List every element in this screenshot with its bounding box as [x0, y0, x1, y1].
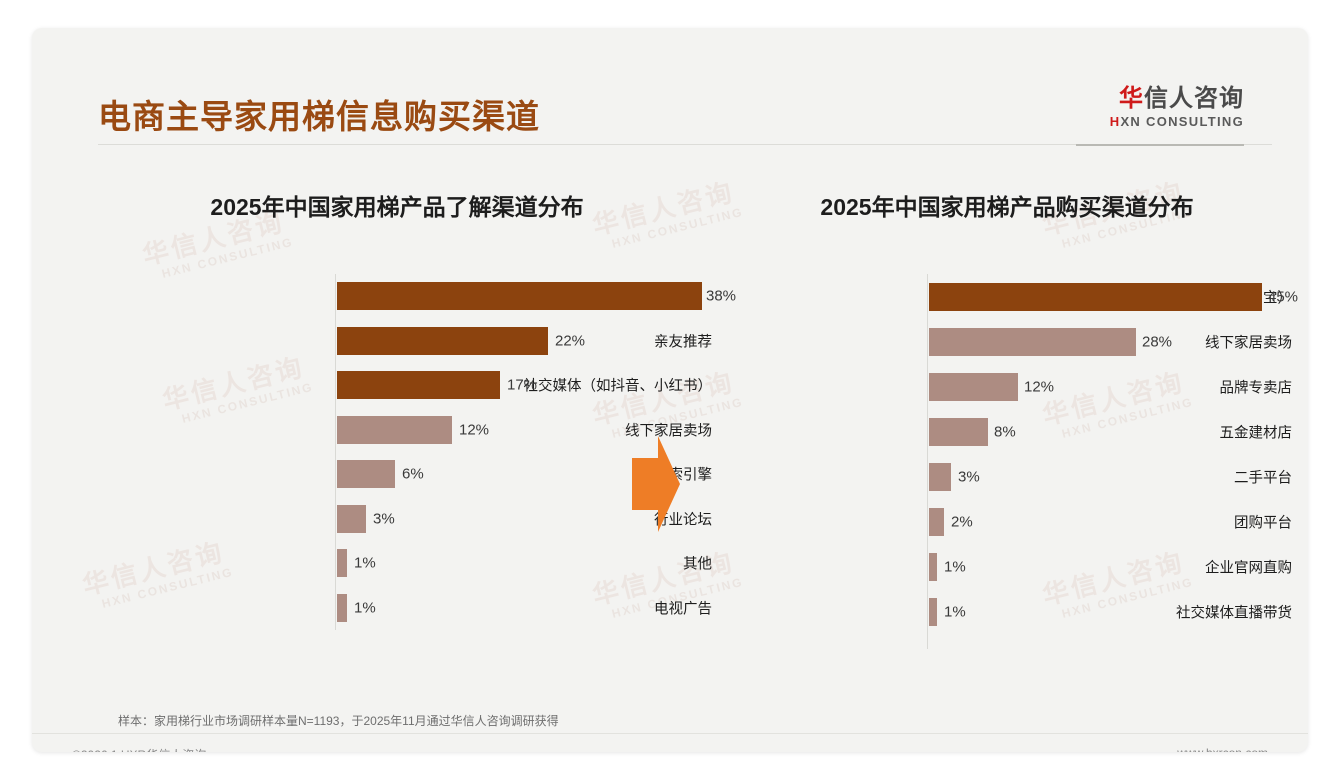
- chart-left-value-3: 12%: [459, 421, 490, 439]
- chart-right-plot: 电商平台（如京东、淘宝） 45% 线下家居卖场 28% 品牌专卖店 12% 五金…: [722, 274, 1298, 649]
- chart-bar-row: 社交媒体（如抖音、小红书） 17%: [82, 363, 712, 408]
- chart-left-category-1: 亲友推荐: [654, 334, 712, 351]
- chart-left-value-5: 3%: [373, 510, 395, 528]
- footer-divider: [32, 733, 1308, 734]
- chart-right-category-3: 五金建材店: [1219, 425, 1293, 441]
- chart-left-bar-0[interactable]: [337, 282, 702, 311]
- chart-right-value-0: 45%: [1268, 288, 1299, 305]
- chart-right-bar-5[interactable]: [929, 507, 944, 536]
- chart-bar-row: 亲友推荐 22%: [82, 319, 712, 364]
- right-arrow-icon: [632, 436, 680, 532]
- footer-copyright: ©2026.1 HXR华信人咨询: [72, 746, 206, 752]
- header-divider: [98, 144, 1272, 145]
- chart-right-value-7: 1%: [944, 603, 966, 620]
- chart-right-category-7: 社交媒体直播带货: [1176, 605, 1292, 621]
- chart-left-bar-6[interactable]: [337, 549, 347, 578]
- chart-left-category-2: 社交媒体（如抖音、小红书）: [523, 378, 713, 395]
- chart-left-bar-2[interactable]: [337, 371, 500, 400]
- chart-left-bar-4[interactable]: [337, 460, 395, 489]
- chart-bar-row: 线下家居卖场 12%: [82, 408, 712, 453]
- company-logo: 华信人咨询 HXN CONSULTING: [1109, 85, 1244, 130]
- chart-right-value-1: 28%: [1142, 333, 1173, 350]
- chart-right-bar-0[interactable]: [929, 282, 1262, 311]
- chart-bar-row: 其他 1%: [82, 541, 712, 586]
- slide-card: 华信人咨询 HXN CONSULTING 华信人咨询 HXN CONSULTIN…: [32, 28, 1308, 752]
- chart-left-title: 2025年中国家用梯产品了解渠道分布: [210, 194, 584, 220]
- chart-bar-row: 社交媒体直播带货 1%: [722, 589, 1292, 634]
- chart-right-category-5: 团购平台: [1234, 515, 1292, 531]
- chart-right-bar-6[interactable]: [929, 552, 937, 581]
- chart-left-value-2: 17%: [507, 376, 538, 394]
- chart-left-value-4: 6%: [402, 465, 424, 483]
- chart-left-category-3: 线下家居卖场: [625, 423, 712, 440]
- chart-right-category-6: 企业官网直购: [1205, 560, 1292, 576]
- chart-left-category-7: 电视广告: [654, 601, 712, 618]
- chart-right-value-3: 8%: [994, 423, 1016, 440]
- chart-right-bar-1[interactable]: [929, 327, 1136, 356]
- chart-right-bar-4[interactable]: [929, 462, 951, 491]
- chart-left-value-7: 1%: [354, 599, 376, 617]
- chart-left-bar-5[interactable]: [337, 504, 366, 533]
- logo-en: HXN CONSULTING: [1109, 113, 1244, 130]
- chart-bar-row: 电视广告 1%: [82, 586, 712, 631]
- chart-left-axis: [335, 274, 336, 630]
- logo-en-accent: H: [1109, 113, 1121, 129]
- chart-right-category-1: 线下家居卖场: [1205, 335, 1292, 351]
- chart-right: 2025年中国家用梯产品购买渠道分布 电商平台（如京东、淘宝） 45% 线下家居…: [722, 156, 1298, 686]
- chart-left-category-5: 行业论坛: [654, 512, 712, 529]
- chart-left-bar-7[interactable]: [337, 593, 347, 622]
- chart-right-value-2: 12%: [1024, 378, 1055, 395]
- chart-right-title: 2025年中国家用梯产品购买渠道分布: [820, 194, 1194, 220]
- logo-cn: 华信人咨询: [1110, 85, 1244, 113]
- chart-right-bar-3[interactable]: [929, 417, 988, 446]
- chart-bar-row: 品牌专卖店 12%: [722, 364, 1292, 409]
- chart-bar-row: 电商平台（如京东、淘宝） 38%: [82, 274, 736, 319]
- chart-right-axis: [927, 274, 928, 649]
- page-title: 电商主导家用梯信息购买渠道: [98, 98, 540, 135]
- chart-bar-row: 线下家居卖场 28%: [722, 319, 1292, 364]
- chart-bar-row: 电商平台（如京东、淘宝） 45%: [722, 274, 1298, 319]
- chart-bar-row: 五金建材店 8%: [722, 409, 1292, 454]
- chart-left-value-6: 1%: [354, 554, 376, 572]
- chart-right-bar-2[interactable]: [929, 372, 1018, 401]
- chart-bar-row: 团购平台 2%: [722, 499, 1292, 544]
- chart-left-value-1: 22%: [555, 332, 586, 350]
- logo-en-rest: XN CONSULTING: [1120, 113, 1244, 129]
- chart-right-value-5: 2%: [951, 513, 973, 530]
- logo-cn-accent: 华: [1119, 85, 1144, 112]
- chart-right-value-6: 1%: [944, 558, 966, 575]
- chart-left: 2025年中国家用梯产品了解渠道分布 电商平台（如京东、淘宝） 38% 亲友推荐…: [82, 156, 736, 686]
- chart-bar-row: 二手平台 3%: [722, 454, 1292, 499]
- footer-website[interactable]: www.hxrcon.com: [1177, 746, 1268, 752]
- chart-left-bar-3[interactable]: [337, 415, 452, 444]
- chart-right-category-2: 品牌专卖店: [1219, 380, 1293, 396]
- chart-left-plot: 电商平台（如京东、淘宝） 38% 亲友推荐 22% 社交媒体（如抖音、小红书） …: [82, 274, 736, 631]
- chart-right-bar-7[interactable]: [929, 597, 937, 626]
- chart-bar-row: 行业论坛 3%: [82, 497, 712, 542]
- chart-left-bar-1[interactable]: [337, 326, 548, 355]
- chart-right-value-4: 3%: [958, 468, 980, 485]
- chart-left-category-6: 其他: [683, 556, 712, 573]
- chart-right-category-4: 二手平台: [1234, 470, 1292, 486]
- chart-bar-row: 搜索引擎 6%: [82, 452, 712, 497]
- chart-left-value-0: 38%: [706, 287, 737, 305]
- source-note: 样本：家用梯行业市场调研样本量N=1193，于2025年11月通过华信人咨询调研…: [118, 714, 559, 728]
- logo-cn-rest: 信人咨询: [1144, 85, 1244, 112]
- logo-divider: [1076, 144, 1244, 146]
- chart-bar-row: 企业官网直购 1%: [722, 544, 1292, 589]
